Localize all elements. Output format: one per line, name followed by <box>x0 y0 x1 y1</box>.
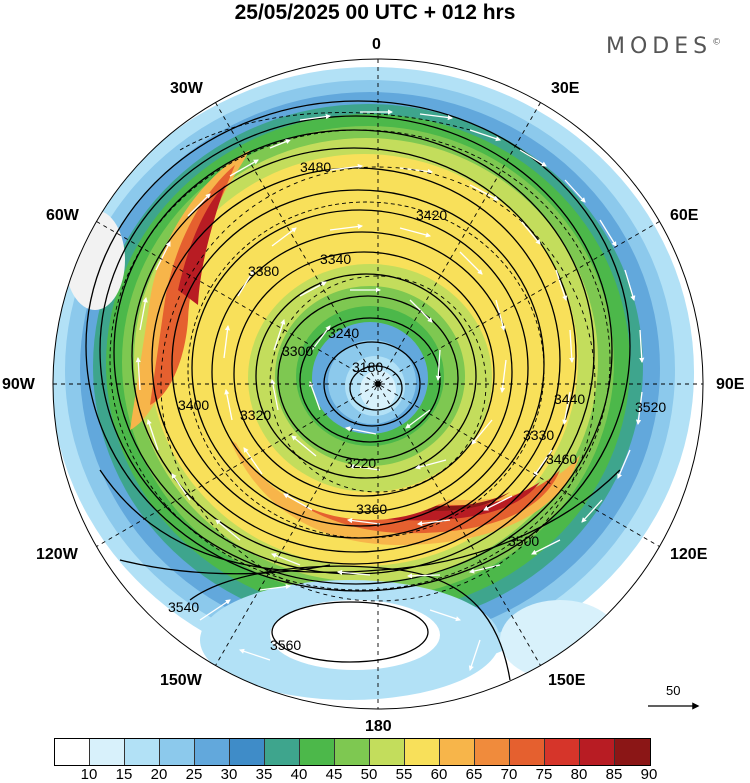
contour-label: 3220 <box>345 455 376 471</box>
lon-label-120w: 120W <box>36 546 78 563</box>
colorbar-swatch <box>545 739 580 765</box>
lon-label-120e: 120E <box>670 546 708 563</box>
colorbar-swatch <box>90 739 125 765</box>
colorbar-swatch <box>300 739 335 765</box>
contour-label: 3180 <box>352 359 383 375</box>
colorbar-tick-label: 45 <box>325 766 343 783</box>
contour-label: 3500 <box>508 533 539 549</box>
colorbar-swatch <box>125 739 160 765</box>
colorbar-tick-label: 85 <box>605 766 623 783</box>
colorbar-swatch <box>265 739 300 765</box>
colorbar-tick-label: 40 <box>290 766 308 783</box>
colorbar-tick-label: 80 <box>570 766 588 783</box>
temperature-contours <box>109 112 611 591</box>
lon-label-150w: 150W <box>160 672 202 689</box>
contour-label: 3300 <box>282 343 313 359</box>
brand-text: MODES <box>606 34 713 59</box>
graticule <box>53 59 703 709</box>
colorbar-tick-label: 15 <box>115 766 133 783</box>
contour-label: 3560 <box>270 637 301 653</box>
contour-label: 3400 <box>178 397 209 413</box>
colorbar-tick-label: 25 <box>185 766 203 783</box>
wind-vectors <box>135 109 645 671</box>
colorbar-tick-label: 20 <box>150 766 168 783</box>
wind-speed-field <box>53 59 703 709</box>
lon-label-30w: 30W <box>170 80 203 97</box>
contour-label: 3520 <box>635 399 666 415</box>
map-boundary <box>52 58 704 710</box>
contour-label: 3340 <box>320 251 351 267</box>
contour-label: 3440 <box>554 391 585 407</box>
colorbar-tick-label: 50 <box>360 766 378 783</box>
lon-label-0: 0 <box>372 36 381 53</box>
colorbar-tick-label: 75 <box>535 766 553 783</box>
contour-label-group: 3180 3220 3240 3300 3320 3330 3340 3360 … <box>168 159 666 653</box>
colorbar-tick-label: 30 <box>220 766 238 783</box>
colorbar-tick-label: 70 <box>500 766 518 783</box>
contour-label: 3380 <box>248 263 279 279</box>
colorbar-swatch <box>335 739 370 765</box>
contour-label: 3320 <box>240 407 271 423</box>
contour-label: 3540 <box>168 599 199 615</box>
lon-label-60e: 60E <box>670 207 699 224</box>
lon-label-30e: 30E <box>551 80 580 97</box>
contour-label: 3240 <box>328 325 359 341</box>
colorbar-swatch <box>405 739 440 765</box>
colorbar-tick-label: 60 <box>430 766 448 783</box>
colorbar-swatch <box>475 739 510 765</box>
contour-label: 3330 <box>523 427 554 443</box>
lon-label-90w: 90W <box>2 376 35 393</box>
contour-label: 3460 <box>546 451 577 467</box>
north-pole-marker <box>375 381 381 387</box>
colorbar-tick-label: 35 <box>255 766 273 783</box>
reference-vector-arrow <box>648 702 700 710</box>
colorbar-swatch <box>510 739 545 765</box>
contour-label: 3360 <box>356 501 387 517</box>
contour-label: 3480 <box>300 159 331 175</box>
colorbar-tick-label: 10 <box>80 766 98 783</box>
lon-label-180: 180 <box>365 718 392 735</box>
brand-mark: © <box>712 37 722 48</box>
colorbar-swatch <box>160 739 195 765</box>
contour-label: 3420 <box>416 207 447 223</box>
colorbar-swatch <box>440 739 475 765</box>
map-title: 25/05/2025 00 UTC + 012 hrs <box>234 1 516 24</box>
colorbar-swatch <box>370 739 405 765</box>
colorbar-swatch <box>230 739 265 765</box>
colorbar <box>54 738 651 766</box>
colorbar-tick-label: 90 <box>640 766 658 783</box>
height-contours <box>85 100 631 681</box>
lon-label-60w: 60W <box>46 207 79 224</box>
colorbar-swatch <box>615 739 650 765</box>
colorbar-tick-label: 55 <box>395 766 413 783</box>
colorbar-swatch <box>55 739 90 765</box>
lon-label-90e: 90E <box>716 376 745 393</box>
reference-vector-label: 50 <box>666 683 681 698</box>
modes-logo: MODES© <box>606 34 721 59</box>
lon-label-150e: 150E <box>548 672 586 689</box>
colorbar-swatch <box>195 739 230 765</box>
colorbar-tick-label: 65 <box>465 766 483 783</box>
colorbar-swatch <box>580 739 615 765</box>
